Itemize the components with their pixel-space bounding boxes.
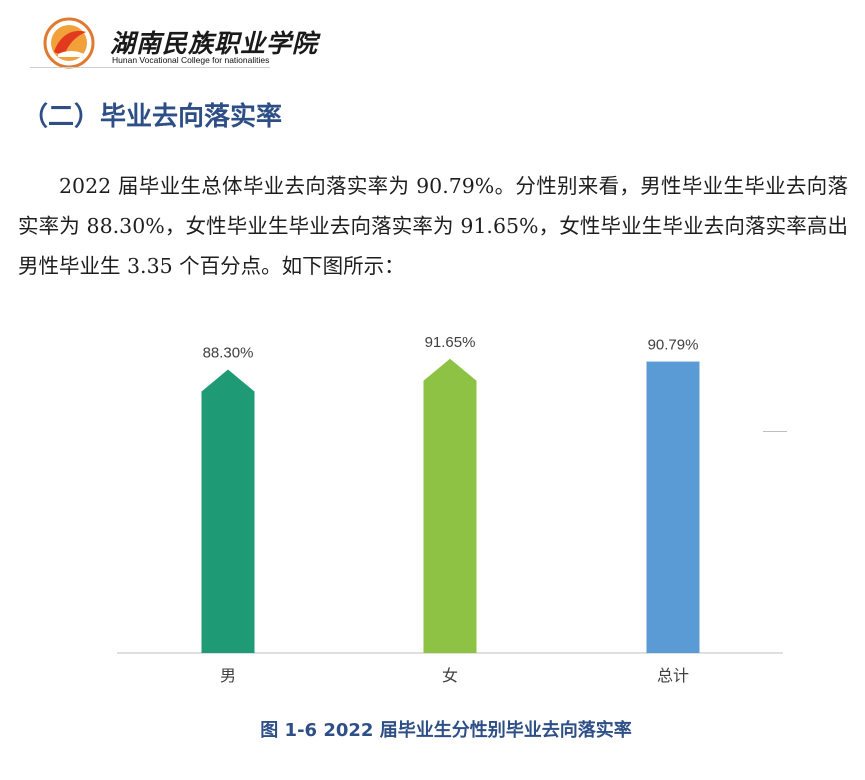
data-label-1: 88.30%: [203, 345, 254, 362]
legend-marker-line: [763, 431, 787, 432]
college-name-chinese: 湖南民族职业学院: [110, 29, 319, 58]
bar-1: [201, 369, 255, 653]
bar-2: [423, 358, 477, 653]
data-label-3: 90.79%: [648, 337, 699, 354]
chart-canvas: 88.30% 男 91.65% 女 90.79% 总计: [117, 334, 783, 685]
page-header: 湖南民族职业学院 Hunan Vocational College for na…: [40, 14, 317, 72]
header-divider: [30, 67, 270, 68]
college-name-english: Hunan Vocational College for nationaliti…: [112, 55, 270, 65]
summary-paragraph: 2022 届毕业生总体毕业去向落实率为 90.79%。分性别来看，男性毕业生毕业…: [18, 174, 848, 278]
section-title: （二）毕业去向落实率: [22, 102, 283, 132]
figure-caption: 图 1-6 2022 届毕业生分性别毕业去向落实率: [260, 720, 632, 741]
category-label-3: 总计: [657, 666, 689, 685]
category-label-2: 女: [442, 666, 458, 685]
category-label-1: 男: [220, 666, 236, 685]
data-label-2: 91.65%: [425, 334, 476, 351]
bar-chart: 88.30% 男 91.65% 女 90.79% 总计: [0, 300, 865, 780]
college-emblem-icon: [43, 17, 95, 69]
bar-3: [646, 361, 700, 653]
